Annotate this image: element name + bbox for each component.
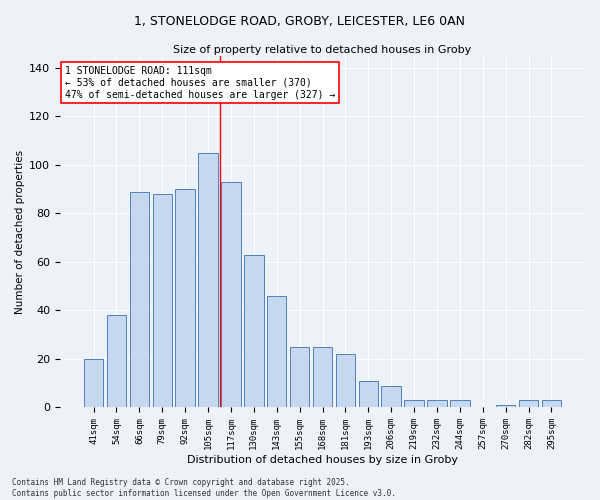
Bar xyxy=(519,400,538,407)
Bar xyxy=(450,400,470,407)
Bar xyxy=(107,316,126,408)
Bar xyxy=(130,192,149,408)
Bar xyxy=(244,254,263,408)
Bar xyxy=(335,354,355,408)
Bar xyxy=(359,381,378,407)
Bar xyxy=(267,296,286,408)
Title: Size of property relative to detached houses in Groby: Size of property relative to detached ho… xyxy=(173,45,472,55)
Bar xyxy=(221,182,241,408)
Bar xyxy=(152,194,172,408)
Bar xyxy=(313,347,332,408)
Bar xyxy=(175,189,195,408)
Bar xyxy=(404,400,424,407)
Text: 1 STONELODGE ROAD: 111sqm
← 53% of detached houses are smaller (370)
47% of semi: 1 STONELODGE ROAD: 111sqm ← 53% of detac… xyxy=(65,66,335,100)
Bar xyxy=(199,153,218,407)
Bar xyxy=(382,386,401,407)
Bar xyxy=(84,359,103,408)
Bar xyxy=(496,405,515,407)
Text: 1, STONELODGE ROAD, GROBY, LEICESTER, LE6 0AN: 1, STONELODGE ROAD, GROBY, LEICESTER, LE… xyxy=(134,15,466,28)
Bar xyxy=(542,400,561,407)
Bar xyxy=(290,347,310,408)
Y-axis label: Number of detached properties: Number of detached properties xyxy=(15,150,25,314)
X-axis label: Distribution of detached houses by size in Groby: Distribution of detached houses by size … xyxy=(187,455,458,465)
Text: Contains HM Land Registry data © Crown copyright and database right 2025.
Contai: Contains HM Land Registry data © Crown c… xyxy=(12,478,396,498)
Bar xyxy=(427,400,446,407)
